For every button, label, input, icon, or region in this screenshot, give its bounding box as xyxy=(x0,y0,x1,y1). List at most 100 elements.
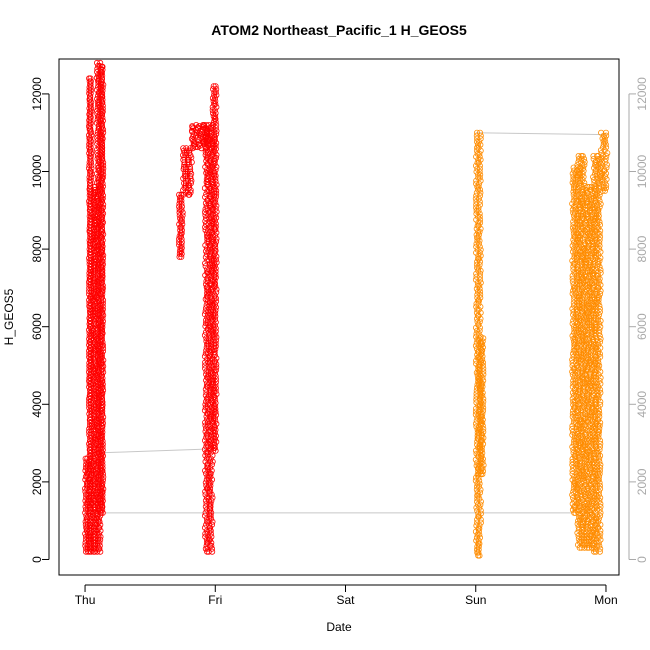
data-point xyxy=(595,392,602,399)
data-point xyxy=(201,437,208,444)
data-point xyxy=(590,413,597,420)
data-point xyxy=(212,89,219,96)
data-point xyxy=(590,242,597,249)
data-point xyxy=(194,144,201,151)
data-point xyxy=(87,93,94,100)
data-point xyxy=(586,271,593,278)
data-point xyxy=(590,500,597,507)
data-point xyxy=(596,311,603,318)
data-point xyxy=(583,205,590,212)
data-point xyxy=(97,438,104,445)
data-point xyxy=(96,515,103,522)
data-point xyxy=(211,157,218,164)
data-point xyxy=(479,356,486,363)
data-point xyxy=(474,150,481,157)
y-tick-label-left: 4000 xyxy=(30,391,44,418)
data-point xyxy=(212,313,219,320)
data-point xyxy=(569,422,576,429)
data-point xyxy=(590,173,597,180)
data-point xyxy=(92,282,99,289)
data-point xyxy=(100,210,107,217)
data-point xyxy=(569,359,576,366)
data-point xyxy=(475,546,482,553)
data-point xyxy=(478,404,485,411)
data-point xyxy=(576,317,583,324)
data-point xyxy=(207,482,214,489)
data-point xyxy=(86,90,93,97)
data-point xyxy=(212,319,219,326)
data-point xyxy=(212,175,219,182)
data-point xyxy=(100,369,107,376)
data-point xyxy=(204,127,211,134)
data-point xyxy=(584,403,591,410)
data-point xyxy=(585,328,592,335)
data-point xyxy=(99,303,106,310)
data-point xyxy=(202,263,209,270)
data-point xyxy=(597,254,604,261)
data-point xyxy=(475,321,482,328)
data-point xyxy=(596,230,603,237)
data-point xyxy=(205,482,212,489)
data-point xyxy=(584,502,591,509)
data-point xyxy=(593,515,600,522)
data-point xyxy=(212,98,219,105)
data-point xyxy=(595,524,602,531)
data-point xyxy=(100,129,107,136)
data-point xyxy=(100,414,107,421)
data-point xyxy=(603,164,610,171)
data-point xyxy=(595,206,602,213)
data-point xyxy=(603,161,610,168)
data-point xyxy=(204,275,211,282)
data-point xyxy=(575,452,582,459)
data-point xyxy=(99,405,106,412)
data-point xyxy=(100,165,107,172)
data-point xyxy=(98,357,105,364)
data-point xyxy=(88,174,95,181)
data-point xyxy=(476,192,483,199)
data-point xyxy=(212,268,219,275)
data-point xyxy=(475,222,482,229)
data-point xyxy=(205,455,212,462)
data-point xyxy=(596,236,603,243)
data-point xyxy=(574,164,581,171)
data-point xyxy=(585,331,592,338)
data-point xyxy=(99,479,106,486)
data-point xyxy=(213,253,220,260)
data-point xyxy=(98,159,105,166)
data-point xyxy=(577,386,584,393)
data-point xyxy=(211,295,218,302)
data-point xyxy=(209,205,216,212)
data-point xyxy=(476,534,483,541)
data-point xyxy=(213,391,220,398)
data-point xyxy=(206,509,213,516)
data-point xyxy=(591,389,598,396)
data-point xyxy=(97,461,104,468)
data-point xyxy=(207,470,214,477)
data-point xyxy=(211,277,218,284)
data-point xyxy=(595,449,602,456)
data-point xyxy=(570,236,577,243)
data-point xyxy=(585,385,592,392)
data-point xyxy=(473,261,480,268)
data-point xyxy=(93,545,100,552)
data-point xyxy=(584,253,591,260)
data-point xyxy=(213,364,220,371)
data-point xyxy=(475,264,482,271)
data-point xyxy=(99,147,106,154)
data-point xyxy=(480,428,487,435)
data-point xyxy=(593,497,600,504)
data-point xyxy=(205,407,212,414)
data-point xyxy=(582,265,589,272)
data-point xyxy=(206,521,213,528)
data-point xyxy=(212,340,219,347)
data-point xyxy=(596,191,603,198)
data-point xyxy=(476,213,483,220)
data-point xyxy=(596,548,603,555)
data-point xyxy=(95,533,102,540)
data-point xyxy=(209,518,216,525)
series-1 xyxy=(82,59,220,555)
data-point xyxy=(87,81,94,88)
data-point xyxy=(596,473,603,480)
data-point xyxy=(477,498,484,505)
data-point xyxy=(99,270,106,277)
